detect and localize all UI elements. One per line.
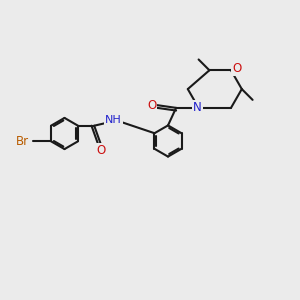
Text: N: N [193, 101, 202, 114]
Text: O: O [232, 62, 242, 75]
Text: O: O [147, 99, 156, 112]
Text: Br: Br [16, 135, 29, 148]
Text: NH: NH [105, 115, 122, 125]
Text: O: O [96, 143, 106, 157]
